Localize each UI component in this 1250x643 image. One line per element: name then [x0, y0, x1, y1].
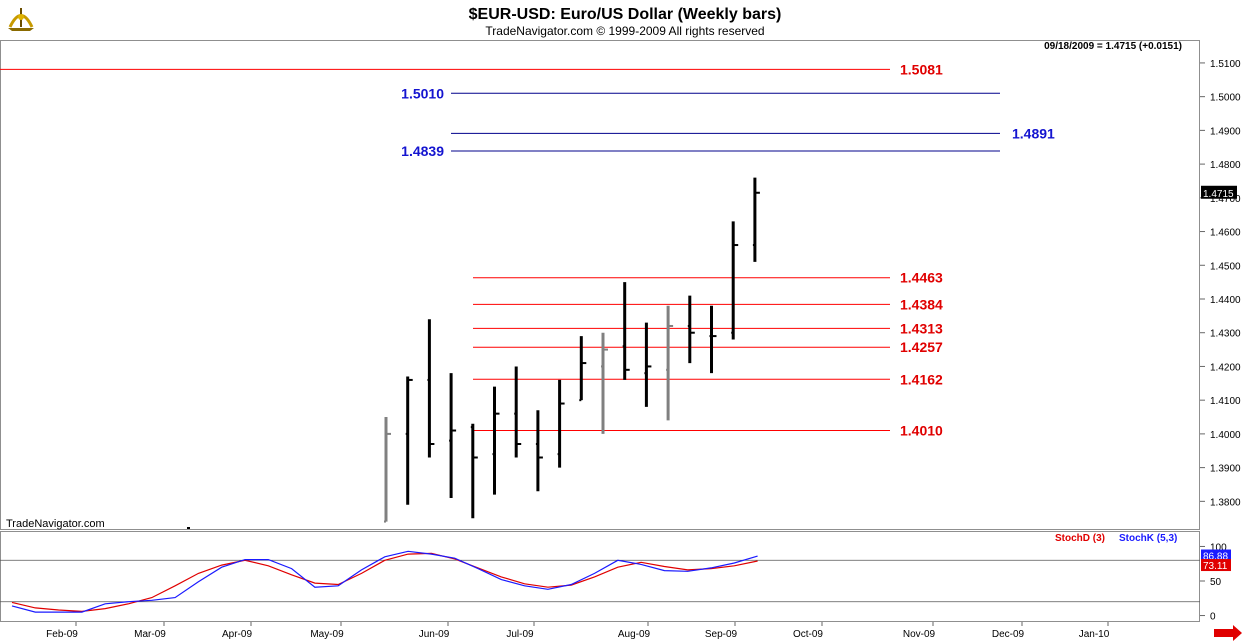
level-label: 1.4839 [401, 143, 444, 159]
level-label: 1.4891 [1012, 125, 1055, 141]
price-tick-label: 1.4400 [1210, 295, 1241, 306]
price-tick-label: 1.4900 [1210, 126, 1241, 137]
x-tick-label: Jul-09 [506, 629, 534, 640]
ohlc-bar [535, 410, 543, 492]
last-price-box [1201, 185, 1237, 199]
chart-subtitle: TradeNavigator.com © 1999-2009 All right… [485, 24, 764, 38]
ohlc-bar [557, 379, 565, 468]
price-tick-label: 1.4600 [1210, 228, 1241, 239]
watermark: TradeNavigator.com [6, 518, 105, 530]
x-tick-label: May-09 [310, 629, 344, 640]
last-price-marker: 1.4715 [1201, 185, 1237, 200]
chart-title: $EUR-USD: Euro/US Dollar (Weekly bars) [469, 6, 782, 23]
level-label: 1.4010 [900, 423, 943, 439]
ohlc-bar [405, 376, 413, 505]
stoch-value-label: 73.11 [1203, 561, 1228, 572]
stoch-value-box [1201, 559, 1231, 572]
ohlc-bar [666, 305, 674, 421]
price-tick-label: 1.4200 [1210, 362, 1241, 373]
arrow-right-icon[interactable] [1214, 625, 1242, 641]
x-tick-label: Dec-09 [992, 629, 1025, 640]
logo-icon-wrap [8, 8, 34, 31]
price-axis: 1.5100 1.5000 1.4900 1.4800 1.4700 1.4600 1.45… [1200, 59, 1241, 508]
price-tick-label: 1.4700 [1210, 194, 1241, 205]
price-tick-label: 1.4100 [1210, 396, 1241, 407]
x-tick-label: Aug-09 [618, 629, 651, 640]
level-label: 1.4313 [900, 320, 943, 336]
stoch-tick-label: 100 [1210, 542, 1227, 553]
price-tick-label: 1.5000 [1210, 93, 1241, 104]
stoch-axis: 100 50 0 [0, 542, 1227, 623]
ohlc-bar [601, 332, 608, 434]
level-label: 1.5081 [900, 61, 943, 77]
legend-stoch-k: StochK (5,3) [1119, 533, 1177, 544]
stoch-value-box [1201, 549, 1231, 562]
last-price-info: 09/18/2009 = 1.4715 (+0.0151) [1044, 41, 1182, 52]
ohlc-bar [687, 295, 695, 364]
price-tick-label: 1.4500 [1210, 261, 1241, 272]
x-tick-label: Feb-09 [46, 629, 78, 640]
stoch-k-line [11, 550, 758, 613]
ohlc-bar [449, 373, 457, 498]
ohlc-bars [187, 177, 760, 529]
x-tick-label: Oct-09 [793, 629, 823, 640]
level-label: 1.4384 [900, 296, 943, 312]
ohlc-bar [752, 177, 760, 262]
ohlc-bar [709, 305, 717, 374]
x-tick-label: Apr-09 [222, 629, 252, 640]
stoch-panel-frame [0, 531, 1200, 622]
price-tick-label: 1.4000 [1210, 430, 1241, 441]
stoch-tick-label: 0 [1210, 612, 1216, 623]
ohlc-bar [579, 336, 587, 402]
sextant-logo-icon[interactable] [8, 8, 34, 31]
x-tick-label: Nov-09 [903, 629, 936, 640]
ohlc-bar [731, 221, 739, 340]
ohlc-bar [492, 386, 500, 495]
stoch-lines [11, 550, 758, 613]
price-panel-frame [0, 40, 1200, 530]
level-lines [0, 68, 1000, 432]
level-label: 1.4257 [900, 339, 943, 355]
level-label: 1.4463 [900, 270, 943, 286]
price-tick-label: 1.3900 [1210, 464, 1241, 475]
legend-stoch-d: StochD (3) [1055, 533, 1105, 544]
time-axis: Feb-09 Mar-09 Apr-09 May-09 Jun-09 Jul-09 Aug-… [46, 622, 1110, 640]
x-tick-label: Jun-09 [419, 629, 450, 640]
ohlc-bar [622, 282, 630, 380]
ohlc-bar [384, 417, 391, 523]
ohlc-bar [470, 423, 478, 519]
x-tick-label: Mar-09 [134, 629, 166, 640]
ohlc-bar [514, 366, 522, 458]
x-tick-label: Jan-10 [1079, 629, 1110, 640]
x-tick-label: Sep-09 [705, 629, 738, 640]
ohlc-bar [427, 319, 435, 458]
level-label: 1.5010 [401, 85, 444, 101]
price-tick-label: 1.4300 [1210, 329, 1241, 340]
stoch-value-label: 86.88 [1203, 552, 1228, 563]
last-price-label: 1.4715 [1203, 189, 1234, 200]
ohlc-bar [644, 322, 652, 407]
price-tick-label: 1.4800 [1210, 160, 1241, 171]
price-tick-label: 1.5100 [1210, 59, 1241, 70]
level-label: 1.4162 [900, 371, 943, 387]
price-tick-label: 1.3800 [1210, 497, 1241, 508]
stoch-tick-label: 50 [1210, 577, 1222, 588]
